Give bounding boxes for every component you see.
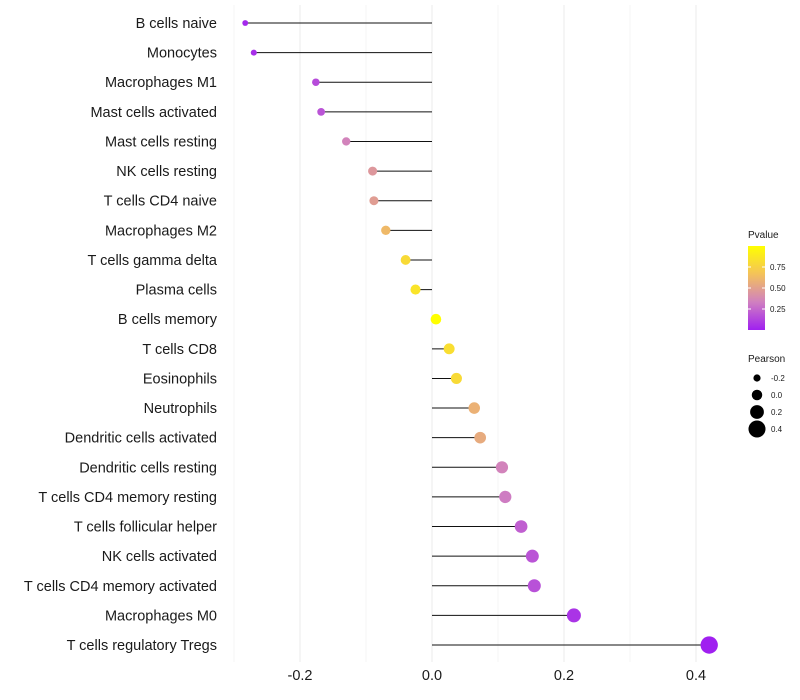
x-axis-tick-label: -0.2 (288, 668, 313, 684)
lollipop-dot (474, 431, 487, 444)
pearson-legend-key (750, 405, 764, 419)
lollipop-dot (514, 520, 528, 533)
lollipop-dot (443, 343, 455, 355)
lollipop-dots (242, 20, 718, 654)
x-axis-tick-label: 0.2 (554, 668, 574, 684)
y-axis-label: NK cells activated (102, 549, 217, 565)
pearson-legend: Pearson -0.2 0.0 0.2 0.4 (748, 354, 785, 438)
y-axis-label: T cells regulatory Tregs (67, 638, 217, 654)
lollipop-dot (242, 20, 249, 26)
y-axis-label: Plasma cells (136, 283, 217, 299)
lollipop-dot (250, 49, 257, 56)
pvalue-legend-title: Pvalue (748, 230, 779, 241)
y-axis-label: Macrophages M0 (105, 608, 217, 624)
lollipop-dot (700, 636, 718, 654)
lollipop-dot (410, 284, 421, 295)
y-axis-label: Monocytes (147, 46, 217, 62)
pvalue-legend-tick-label: 0.25 (770, 305, 786, 314)
pearson-legend-label: -0.2 (771, 374, 785, 383)
y-axis-label: B cells memory (118, 312, 218, 328)
lollipop-dot (566, 608, 581, 623)
lollipop-dot (499, 490, 512, 504)
y-axis-label: Mast cells activated (90, 105, 217, 121)
pearson-legend-label: 0.4 (771, 425, 783, 434)
y-axis-label: T cells CD4 memory activated (24, 579, 217, 595)
y-axis-label: T cells CD4 naive (104, 194, 217, 210)
x-axis-tick-label: 0.0 (422, 668, 442, 684)
pearson-legend-key (748, 420, 766, 438)
pvalue-legend: Pvalue 0.25 0.50 0.75 (748, 230, 786, 330)
lollipop-dot (381, 225, 391, 236)
lollipop-dot (527, 579, 541, 593)
y-axis-label: Macrophages M1 (105, 75, 217, 91)
lollipop-dot (369, 196, 379, 206)
pvalue-colorbar (748, 246, 765, 330)
lollipop-dot (312, 78, 320, 87)
x-axis-tick-label: 0.4 (686, 668, 706, 684)
lollipop-dot (495, 461, 509, 474)
lollipop-dot (342, 137, 351, 146)
y-axis-label: T cells gamma delta (88, 253, 218, 269)
y-axis-label: Dendritic cells resting (79, 460, 217, 476)
y-axis-label: Neutrophils (144, 401, 217, 417)
pearson-legend-keys: -0.2 0.0 0.2 0.4 (748, 374, 785, 438)
lollipop-dot (450, 372, 462, 384)
y-axis-label: T cells CD4 memory resting (38, 490, 217, 506)
y-axis-label: B cells naive (136, 16, 217, 32)
pvalue-legend-ticks: 0.25 0.50 0.75 (748, 263, 786, 314)
y-axis-label: Eosinophils (143, 371, 217, 387)
y-axis-label: Mast cells resting (105, 134, 217, 150)
grid-lines (233, 5, 697, 662)
pearson-legend-label: 0.0 (771, 391, 783, 400)
pearson-legend-key (751, 389, 763, 401)
y-axis-label: NK cells resting (116, 164, 217, 180)
y-axis-label: T cells CD8 (142, 342, 217, 358)
lollipop-dot (430, 313, 442, 325)
lollipop-dot (400, 255, 411, 265)
y-axis-label: Dendritic cells activated (65, 431, 217, 447)
lollipop-dot (317, 107, 325, 116)
pearson-legend-key (753, 374, 761, 382)
lollipop-stems (245, 22, 710, 646)
y-axis-labels: B cells naive Monocytes Macrophages M1 Mast… (24, 16, 218, 654)
lollipop-dot (468, 402, 481, 414)
pvalue-legend-tick-label: 0.75 (770, 263, 786, 272)
lollipop-dot (368, 166, 378, 176)
x-axis-tick-labels: -0.2 0.0 0.2 0.4 (288, 668, 707, 684)
pvalue-legend-tick-label: 0.50 (770, 284, 786, 293)
pearson-legend-title: Pearson (748, 354, 785, 365)
y-axis-label: T cells follicular helper (74, 520, 217, 536)
pearson-legend-label: 0.2 (771, 408, 783, 417)
y-axis-label: Macrophages M2 (105, 223, 217, 239)
lollipop-dot (525, 549, 539, 563)
